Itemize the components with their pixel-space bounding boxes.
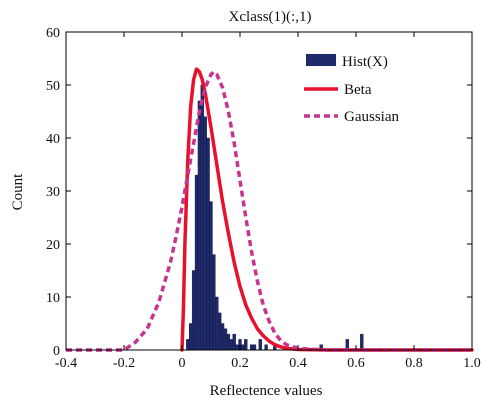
fit-curves (66, 67, 474, 352)
histogram-bar (218, 312, 222, 351)
x-tick-label: 0.8 (405, 356, 423, 371)
beta-curve (180, 67, 474, 352)
x-tick-label: -0.2 (113, 356, 135, 371)
y-axis-label: Count (10, 173, 26, 211)
y-tick-label: 20 (46, 238, 60, 253)
legend: Hist(X) Beta Gaussian (304, 54, 399, 125)
y-tick-label: 40 (46, 132, 60, 147)
y-tick-label: 0 (53, 344, 60, 359)
axis-ticks: -0.4 -0.2 0 0.2 0.4 0.6 0.8 1.0 0 10 20 30 40 50 60 (46, 26, 481, 371)
histogram-bar (244, 339, 248, 351)
x-tick-label: 0.6 (347, 356, 365, 371)
histogram-bar (223, 328, 228, 351)
x-tick-label: 0 (179, 356, 186, 371)
histogram-bar (189, 323, 193, 351)
legend-label-beta: Beta (344, 82, 372, 98)
histogram-bar (212, 254, 216, 351)
y-tick-label: 50 (46, 79, 60, 94)
x-tick-label: 1.0 (463, 356, 481, 371)
legend-label-gaussian: Gaussian (344, 109, 399, 125)
legend-swatch-hist (306, 54, 336, 66)
x-tick-label: -0.4 (55, 356, 77, 371)
chart-title: Xclass(1)(:,1) (229, 9, 312, 25)
histogram-bar (197, 100, 202, 351)
histogram-bar (200, 84, 204, 351)
histogram-bar (226, 333, 231, 351)
histogram-bar (220, 323, 225, 351)
y-tick-label: 60 (46, 26, 60, 41)
x-tick-label: 0.2 (231, 356, 249, 371)
histogram-bar (241, 344, 245, 351)
legend-label-hist: Hist(X) (342, 54, 388, 70)
histogram-bar (264, 344, 268, 351)
histogram-bar (232, 333, 236, 351)
histogram-bars (186, 84, 364, 351)
histogram-bar (206, 137, 210, 351)
plot-frame (65, 31, 473, 351)
x-axis-label: Reflectence values (210, 383, 323, 399)
y-tick-label: 10 (46, 291, 60, 306)
histogram-bar (215, 296, 219, 351)
histogram-bar (229, 339, 233, 351)
histogram-bar (252, 344, 257, 351)
histogram-bar (186, 339, 190, 351)
histogram-bar (209, 201, 213, 351)
x-tick-label: 0.4 (289, 356, 307, 371)
histogram-bar (203, 116, 207, 351)
histogram-bar (249, 344, 254, 351)
gaussian-curve (66, 70, 472, 352)
histogram-bar (191, 270, 196, 351)
histogram-bar (194, 174, 199, 351)
histogram-bar (360, 333, 364, 351)
histogram-bar (258, 339, 262, 351)
histogram-bar (235, 344, 239, 351)
y-tick-label: 30 (46, 185, 60, 200)
